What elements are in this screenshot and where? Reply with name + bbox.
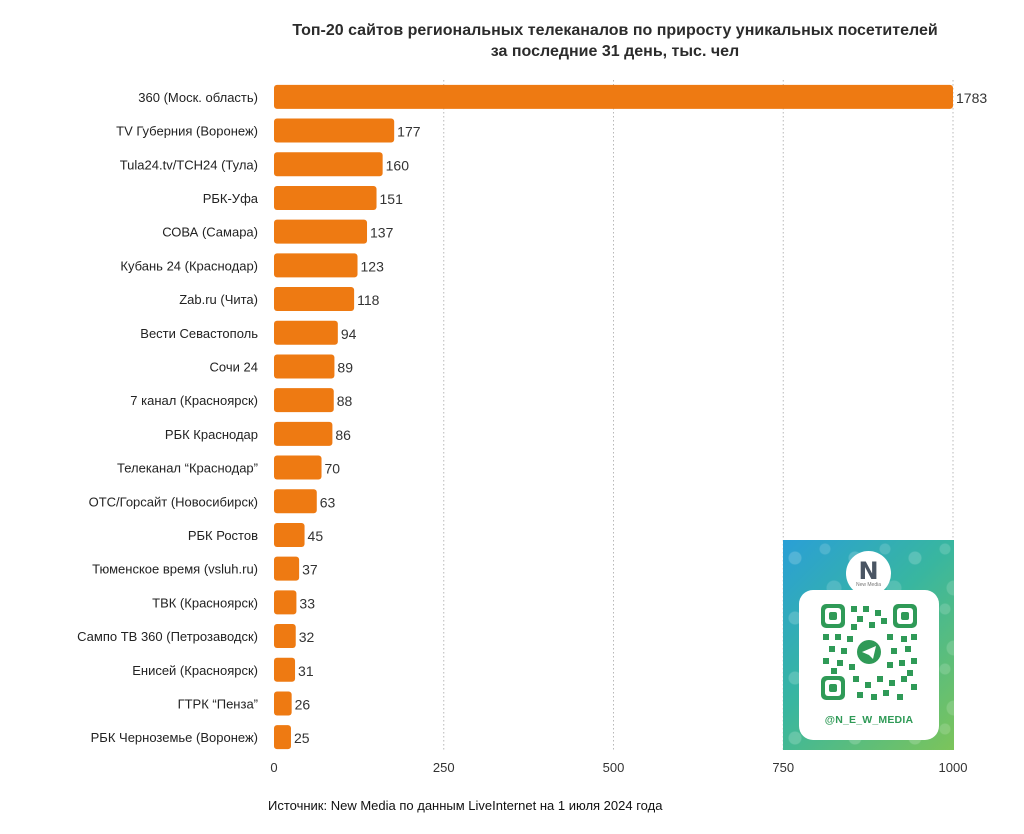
qr-card[interactable]: @N_E_W_MEDIA: [799, 590, 939, 740]
category-label: РБК-Уфа: [203, 191, 259, 206]
category-label: Zab.ru (Чита): [179, 292, 258, 307]
bar: [274, 657, 296, 682]
data-label: 177: [397, 124, 421, 140]
data-label: 89: [337, 359, 353, 375]
x-tick-label: 250: [433, 760, 455, 775]
data-label: 94: [341, 326, 357, 342]
x-tick-label: 750: [772, 760, 794, 775]
data-label: 123: [361, 258, 385, 274]
category-label: ОТС/Горсайт (Новосибирск): [89, 494, 258, 509]
data-label: 33: [299, 595, 315, 611]
bar: [274, 455, 322, 480]
qr-code-icon: [821, 604, 917, 700]
category-label: Тюменское время (vsluh.ru): [92, 562, 258, 577]
data-label: 160: [386, 157, 410, 173]
x-tick-label: 500: [603, 760, 625, 775]
new-media-logo: N New Media: [846, 551, 891, 596]
category-label: РБК Черноземье (Воронеж): [91, 730, 258, 745]
data-label: 118: [357, 292, 380, 308]
bar: [274, 320, 338, 345]
data-label: 45: [308, 528, 324, 544]
category-label: СОВА (Самара): [162, 225, 258, 240]
data-label: 26: [295, 696, 311, 712]
category-label: ГТРК “Пенза”: [178, 696, 258, 711]
bar: [274, 388, 334, 413]
data-label: 25: [294, 730, 310, 746]
logo-letter: N: [858, 556, 879, 585]
x-tick-label: 1000: [939, 760, 968, 775]
bar: [274, 590, 297, 615]
category-label: TV Губерния (Воронеж): [116, 124, 258, 139]
bar: [274, 522, 305, 547]
data-label: 31: [298, 663, 314, 679]
bar: [274, 354, 335, 379]
data-label: 63: [320, 494, 336, 510]
bar: [274, 185, 377, 210]
data-label: 137: [370, 225, 394, 241]
data-label: 1783: [956, 90, 987, 106]
category-label: ТВК (Красноярск): [152, 595, 258, 610]
data-label: 32: [299, 629, 315, 645]
bar: [274, 219, 368, 244]
telegram-handle[interactable]: @N_E_W_MEDIA: [824, 714, 914, 726]
bar: [274, 118, 395, 143]
chart-title-line-1: Топ-20 сайтов региональных телеканалов п…: [292, 22, 938, 39]
bar-chart: 360 (Моск. область) 1783 TV Губерния (Воро…: [77, 80, 987, 775]
category-label: Телеканал “Краснодар”: [117, 461, 258, 476]
x-tick-label: 0: [270, 760, 277, 775]
category-label: Енисей (Красноярск): [132, 663, 258, 678]
bar: [274, 691, 292, 716]
bar: [274, 421, 333, 446]
category-label: 7 канал (Красноярск): [130, 393, 258, 408]
chart-title-line-2: за последние 31 день, тыс. чел: [490, 43, 740, 60]
bar: [274, 725, 291, 750]
data-label: 86: [335, 427, 351, 443]
data-label: 88: [337, 393, 353, 409]
bar: [274, 152, 383, 177]
bar: [274, 556, 300, 581]
category-label: 360 (Моск. область): [138, 90, 258, 105]
category-label: РБК Ростов: [188, 528, 258, 543]
promo-qr-panel[interactable]: N New Media: [783, 540, 954, 750]
category-label: Вести Севастополь: [140, 326, 258, 341]
source-note: Источник: New Media по данным LiveIntern…: [268, 798, 663, 813]
bar: [274, 84, 953, 109]
category-label: Кубань 24 (Краснодар): [120, 258, 258, 273]
bar: [274, 624, 296, 649]
data-label: 37: [302, 562, 318, 578]
bar: [274, 287, 355, 312]
logo-text: New Media: [855, 581, 881, 588]
data-label: 70: [325, 461, 341, 477]
category-label: Tula24.tv/ТСН24 (Тула): [120, 157, 258, 172]
category-label: Сампо ТВ 360 (Петрозаводск): [77, 629, 258, 644]
data-label: 151: [380, 191, 404, 207]
category-label: Сочи 24: [210, 359, 258, 374]
chart-title: Топ-20 сайтов региональных телеканалов п…: [200, 20, 1024, 62]
bar: [274, 489, 317, 514]
category-label: РБК Краснодар: [165, 427, 258, 442]
bar: [274, 253, 358, 278]
